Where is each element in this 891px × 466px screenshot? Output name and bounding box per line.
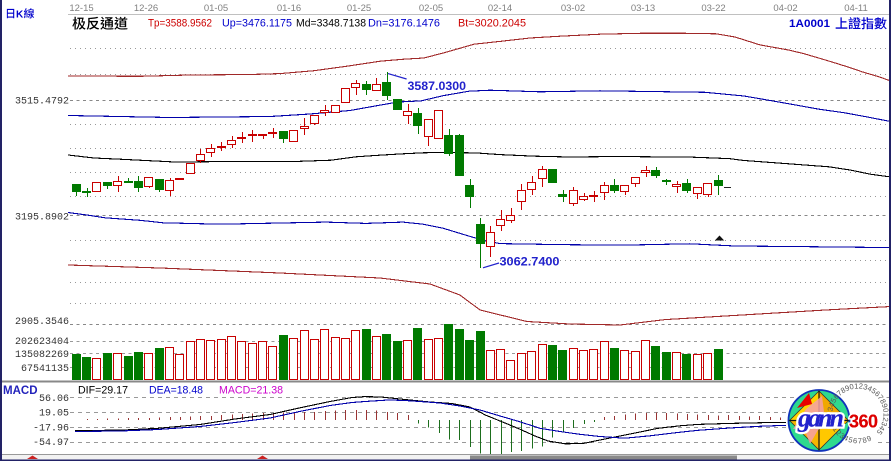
svg-text:56.06: 56.06 xyxy=(39,394,69,405)
svg-text:04-02: 04-02 xyxy=(773,3,797,14)
svg-text:4: 4 xyxy=(842,433,850,443)
svg-text:9: 9 xyxy=(844,383,851,393)
svg-text:04-11: 04-11 xyxy=(844,3,868,14)
svg-text:4: 4 xyxy=(866,384,874,394)
svg-text:7: 7 xyxy=(857,436,862,445)
svg-text:9: 9 xyxy=(865,434,872,444)
svg-text:360: 360 xyxy=(849,412,878,432)
svg-text:-54.97: -54.97 xyxy=(33,438,69,449)
svg-text:8: 8 xyxy=(839,385,847,395)
svg-text:03-13: 03-13 xyxy=(631,3,655,14)
svg-text:Dn=3176.1476: Dn=3176.1476 xyxy=(368,18,440,30)
svg-text:DEA=18.48: DEA=18.48 xyxy=(149,385,203,397)
svg-text:01-16: 01-16 xyxy=(277,3,301,14)
svg-text:K: K xyxy=(16,10,24,21)
svg-text:3062.7400: 3062.7400 xyxy=(500,255,560,269)
svg-text:5: 5 xyxy=(829,396,839,404)
svg-text:0: 0 xyxy=(849,382,855,392)
svg-text:3587.0300: 3587.0300 xyxy=(408,79,467,93)
svg-text:MACD=21.38: MACD=21.38 xyxy=(219,385,283,397)
svg-text:1: 1 xyxy=(881,413,890,417)
svg-text:8: 8 xyxy=(878,397,888,405)
svg-text:8: 8 xyxy=(861,435,867,445)
svg-text:1: 1 xyxy=(854,381,859,390)
svg-text:-17.96: -17.96 xyxy=(33,423,69,434)
svg-text:Tp=3588.9562: Tp=3588.9562 xyxy=(148,18,212,30)
svg-text:03-02: 03-02 xyxy=(561,3,585,14)
svg-text:5: 5 xyxy=(875,428,885,437)
svg-text:135082269: 135082269 xyxy=(15,350,69,361)
svg-text:gann: gann xyxy=(797,404,843,433)
svg-text:Md=3348.7138: Md=3348.7138 xyxy=(296,18,366,30)
svg-text:1: 1 xyxy=(831,425,841,433)
svg-text:5: 5 xyxy=(847,435,853,445)
svg-text:3: 3 xyxy=(879,420,889,427)
svg-text:7: 7 xyxy=(835,388,844,397)
svg-text:4: 4 xyxy=(827,401,837,408)
svg-text:3515.4792: 3515.4792 xyxy=(15,97,69,108)
svg-text:3195.8902: 3195.8902 xyxy=(15,213,69,224)
svg-text:5: 5 xyxy=(870,386,879,396)
svg-text:3: 3 xyxy=(838,431,847,441)
svg-text:1A0001: 1A0001 xyxy=(789,18,830,30)
svg-text:3: 3 xyxy=(862,382,868,392)
svg-text:MACD: MACD xyxy=(3,385,38,397)
svg-text:0: 0 xyxy=(828,421,838,428)
svg-text:202623404: 202623404 xyxy=(15,337,69,348)
svg-text:6: 6 xyxy=(873,389,882,398)
svg-text:3: 3 xyxy=(826,406,836,412)
svg-text:12-26: 12-26 xyxy=(134,3,158,14)
svg-text:02-05: 02-05 xyxy=(419,3,443,14)
svg-text:12-15: 12-15 xyxy=(69,3,93,14)
svg-text:2: 2 xyxy=(834,428,843,437)
svg-text:02-14: 02-14 xyxy=(488,3,512,14)
svg-text:19.05: 19.05 xyxy=(39,409,69,420)
svg-text:03-22: 03-22 xyxy=(701,3,725,14)
svg-text:2: 2 xyxy=(858,381,863,390)
svg-text:360: 360 xyxy=(849,412,878,432)
svg-text:gann: gann xyxy=(797,404,843,433)
svg-text:6: 6 xyxy=(853,436,858,445)
svg-text:7: 7 xyxy=(876,393,886,402)
svg-text:DIF=29.17: DIF=29.17 xyxy=(78,385,128,397)
svg-text:6: 6 xyxy=(831,392,841,401)
svg-text:4: 4 xyxy=(877,424,887,432)
svg-text:01-05: 01-05 xyxy=(204,3,228,14)
svg-text:01-25: 01-25 xyxy=(347,3,371,14)
svg-text:Up=3476.1175: Up=3476.1175 xyxy=(222,18,292,30)
svg-text:67541135: 67541135 xyxy=(21,364,69,375)
svg-text:Bt=3020.2045: Bt=3020.2045 xyxy=(458,18,526,30)
svg-text:2: 2 xyxy=(881,417,891,423)
svg-text:2905.3546: 2905.3546 xyxy=(15,317,69,328)
svg-text:0: 0 xyxy=(881,408,890,413)
svg-text:9: 9 xyxy=(880,402,890,409)
